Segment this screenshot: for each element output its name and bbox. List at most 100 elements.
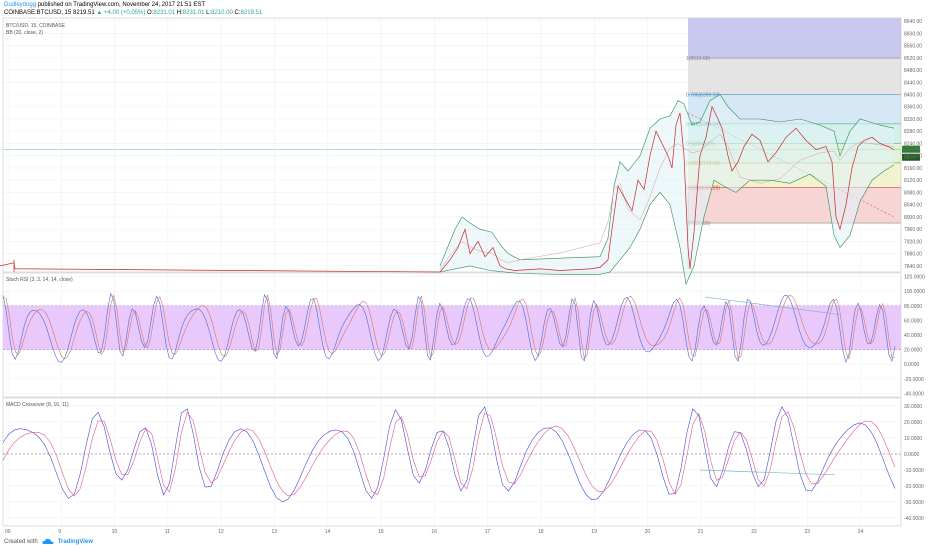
last-price-text: 8219.51 bbox=[903, 147, 921, 153]
y-tick-label: 60.0000 bbox=[904, 318, 922, 324]
stoch-rsi-pane[interactable] bbox=[2, 292, 901, 364]
y-tick-label: -40.0000 bbox=[904, 391, 924, 397]
y-tick-label: 7840.00 bbox=[904, 264, 922, 270]
close-label: C: bbox=[234, 10, 241, 16]
low-label: L: bbox=[206, 10, 212, 16]
x-tick-label: 10 bbox=[112, 529, 118, 535]
macd-pane-title: MACD Crossover (8, 16, 11) bbox=[6, 402, 69, 408]
x-tick-label: 11 bbox=[165, 529, 170, 535]
y-tick-label: 8520.00 bbox=[904, 56, 922, 62]
high-label: H: bbox=[176, 10, 183, 16]
x-tick-label: 18 bbox=[538, 529, 544, 535]
created-with-text: Created with bbox=[4, 538, 38, 545]
y-tick-label: 8640.00 bbox=[904, 19, 922, 25]
open-value: 8231.01 bbox=[153, 10, 176, 16]
stoch-d-line bbox=[2, 293, 896, 360]
low-value: 8210.00 bbox=[211, 10, 233, 16]
y-tick-label: -40.0000 bbox=[904, 516, 924, 522]
open-label: O: bbox=[147, 10, 154, 16]
y-tick-label: 8240.00 bbox=[904, 141, 922, 147]
cloud-icon bbox=[42, 538, 54, 544]
x-tick-label: 20 bbox=[645, 529, 651, 535]
y-tick-label: 8600.00 bbox=[904, 31, 922, 37]
y-tick-label: 8440.00 bbox=[904, 80, 922, 86]
y-tick-label: -20.0000 bbox=[904, 377, 924, 383]
x-tick-label: 12 bbox=[218, 529, 224, 535]
y-tick-label: 20.0000 bbox=[904, 420, 922, 426]
y-tick-label: 7960.00 bbox=[904, 227, 922, 233]
macd-pane[interactable] bbox=[2, 406, 901, 503]
bb-indicator-label: BB (20, close, 2) bbox=[6, 30, 43, 36]
x-tick-label: 23 bbox=[805, 529, 811, 535]
y-tick-label: 8320.00 bbox=[904, 117, 922, 123]
stoch-pane-title: Stoch RSI (3, 3, 14, 14, close) bbox=[6, 277, 73, 283]
x-axis: 00 9 10 11 12 13 14 15 16 17 18 19 20 21 22 23 24 bbox=[5, 529, 864, 535]
tradingview-brand[interactable]: TradingView bbox=[57, 538, 93, 545]
last-value: 8219.51 bbox=[73, 10, 95, 16]
y-tick-label: -10.0000 bbox=[904, 468, 924, 474]
y-tick-label: 100.0000 bbox=[904, 289, 925, 295]
publish-line: Dudleydogg published on TradingView.com,… bbox=[4, 1, 205, 9]
y-tick-label: -30.0000 bbox=[904, 500, 924, 506]
published-text: published on TradingView.com, November 2… bbox=[37, 2, 206, 8]
stoch-trend-line bbox=[704, 296, 841, 315]
symbol-label: COINBASE:BTCUSD, 15 bbox=[4, 10, 72, 16]
y-tick-label: 8360.00 bbox=[904, 105, 922, 111]
y-axes: 8640.00 8600.00 8560.00 8520.00 8480.00 8440.… bbox=[904, 19, 925, 522]
y-tick-label: 40.0000 bbox=[904, 333, 922, 339]
y-tick-label: 8120.00 bbox=[904, 178, 922, 184]
y-tick-label: 30.0000 bbox=[904, 404, 922, 410]
macd-signal-line bbox=[2, 411, 896, 497]
stoch-k-line bbox=[2, 292, 896, 364]
x-tick-label: 19 bbox=[591, 529, 597, 535]
fib-level-label: 1(8519.08) bbox=[686, 56, 711, 62]
price-series-line bbox=[0, 105, 895, 273]
fib-level-label: 0.786(8399.93) bbox=[686, 93, 720, 99]
x-tick-label: 24 bbox=[858, 529, 864, 535]
y-tick-label: 8400.00 bbox=[904, 93, 922, 99]
macd-line bbox=[2, 406, 896, 503]
x-tick-label: 9 bbox=[58, 529, 61, 535]
y-tick-label: 7880.00 bbox=[904, 252, 922, 258]
price-pane-border bbox=[2, 17, 902, 273]
bb-lower-line bbox=[439, 164, 895, 286]
y-tick-label: 8000.00 bbox=[904, 215, 922, 221]
x-tick-label: 00 bbox=[5, 529, 11, 535]
y-tick-label: 8560.00 bbox=[904, 44, 922, 50]
y-tick-label: 120.0000 bbox=[904, 275, 925, 281]
y-tick-label: 80.0000 bbox=[904, 304, 922, 310]
x-tick-label: 21 bbox=[698, 529, 704, 535]
ohlc-line: COINBASE:BTCUSD, 15 8219.51 ▲ +4.00 (+0.… bbox=[4, 9, 262, 17]
change-value: ▲ +4.00 (+0.05%) bbox=[96, 10, 146, 16]
publisher-name[interactable]: Dudleydogg bbox=[4, 2, 37, 8]
y-tick-label: 20.0000 bbox=[904, 348, 922, 354]
secondary-text: 08:42 bbox=[904, 155, 917, 161]
bb-upper-line bbox=[439, 94, 895, 267]
high-value: 8231.01 bbox=[182, 10, 205, 16]
secondary-tag bbox=[902, 153, 920, 161]
fib-zone bbox=[688, 187, 901, 224]
x-tick-label: 17 bbox=[485, 529, 491, 535]
x-tick-label: 14 bbox=[325, 529, 331, 535]
y-tick-label: -20.0000 bbox=[904, 484, 924, 490]
macd-pane-border bbox=[2, 397, 902, 527]
y-tick-label: 0.0000 bbox=[904, 452, 920, 458]
macd-trend-line bbox=[699, 469, 836, 476]
bb-basis-line bbox=[439, 133, 895, 270]
y-tick-label: 8200.00 bbox=[904, 154, 922, 160]
y-tick-label: 0.0000 bbox=[904, 362, 920, 368]
price-pane[interactable]: 8219.51 08:42 bbox=[0, 94, 921, 286]
y-tick-label: 8040.00 bbox=[904, 203, 922, 209]
price-pane-title: BTC/USD, 15, COINBASE bbox=[6, 23, 66, 29]
x-tick-label: 13 bbox=[272, 529, 278, 535]
x-tick-label: 15 bbox=[378, 529, 384, 535]
y-tick-label: 8280.00 bbox=[904, 129, 922, 135]
y-tick-label: 7920.00 bbox=[904, 239, 922, 245]
y-tick-label: 10.0000 bbox=[904, 436, 922, 442]
y-tick-label: 8160.00 bbox=[904, 166, 922, 172]
y-tick-label: 8480.00 bbox=[904, 68, 922, 74]
bb-fill bbox=[440, 94, 894, 285]
y-tick-label: 8080.00 bbox=[904, 190, 922, 196]
fib-zone bbox=[688, 58, 901, 95]
